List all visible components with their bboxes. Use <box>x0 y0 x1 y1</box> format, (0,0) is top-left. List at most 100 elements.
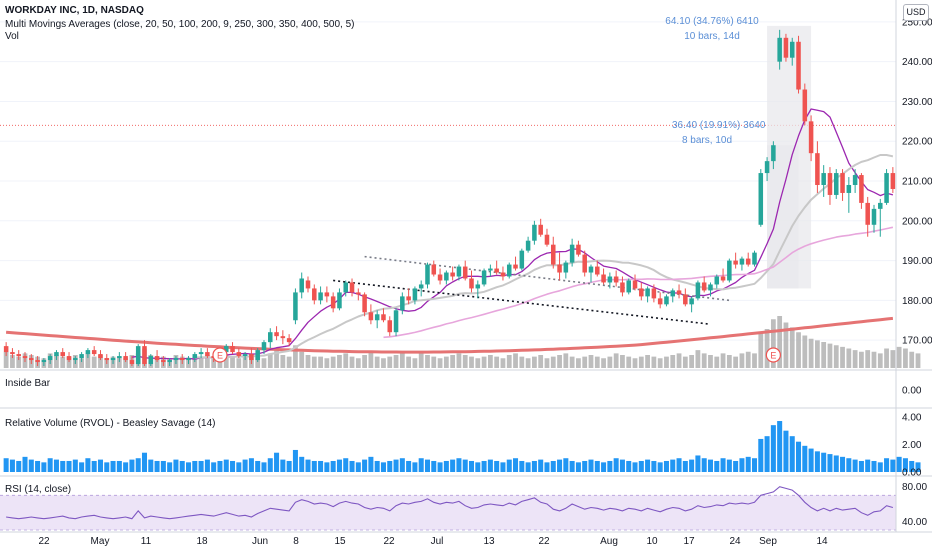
candle-body-13 <box>85 350 91 355</box>
volume-bar-110 <box>695 350 701 368</box>
rsi-legend[interactable]: RSI (14, close) <box>5 484 72 495</box>
inside-bar-legend[interactable]: Inside Bar <box>5 378 51 389</box>
candle-body-96 <box>607 276 613 283</box>
rvol-bar-78 <box>494 460 500 472</box>
rvol-bar-91 <box>575 462 581 472</box>
volume-bar-138 <box>871 351 877 368</box>
volume-bar-76 <box>481 356 487 368</box>
rvol-bar-3 <box>22 456 28 472</box>
volume-bar-14 <box>91 356 97 368</box>
currency-badge[interactable]: USD <box>903 4 929 21</box>
candle-body-3 <box>22 356 28 359</box>
volume-bar-105 <box>664 356 669 368</box>
volume-bar-135 <box>852 350 858 368</box>
rvol-bar-127 <box>802 445 808 472</box>
volume-bar-91 <box>576 358 581 368</box>
volume-legend[interactable]: Vol <box>5 31 19 42</box>
candle-body-107 <box>676 290 682 295</box>
rvol-bar-61 <box>387 460 393 472</box>
volume-bar-89 <box>563 353 569 368</box>
candle-body-11 <box>73 358 78 361</box>
rvol-bar-19 <box>123 462 129 472</box>
candle-body-77 <box>488 268 493 271</box>
rvol-bar-105 <box>663 460 669 472</box>
rvol-bar-85 <box>538 459 544 472</box>
rsi-band <box>0 495 896 530</box>
volume-bar-37 <box>236 358 242 368</box>
rvol-bar-22 <box>141 452 148 472</box>
volume-bar-46 <box>293 345 298 368</box>
rvol-bar-111 <box>701 458 707 472</box>
candle-body-90 <box>569 244 575 263</box>
price-tick-4: 210.00 <box>902 177 932 188</box>
rvol-bar-81 <box>513 458 519 472</box>
rvol-bar-55 <box>349 460 355 472</box>
range1-bars-label: 10 bars, 14d <box>684 31 740 42</box>
candle-body-10 <box>66 356 72 361</box>
rvol-bar-70 <box>443 460 449 472</box>
candle-body-38 <box>242 354 248 357</box>
rvol-bar-64 <box>406 460 412 472</box>
candle-body-32 <box>205 352 210 357</box>
ma-legend[interactable]: Multi Movings Averages (close, 20, 50, 1… <box>5 19 355 30</box>
volume-bar-142 <box>896 346 902 368</box>
volume-bar-144 <box>909 351 915 368</box>
candle-body-14 <box>91 350 97 355</box>
rvol-bar-54 <box>343 458 349 472</box>
volume-bar-33 <box>211 358 217 368</box>
time-tick-10: 22 <box>538 536 550 547</box>
rvol-bar-117 <box>739 458 745 472</box>
candle-body-9 <box>60 352 66 357</box>
candle-body-136 <box>859 175 864 203</box>
rvol-bar-34 <box>217 460 223 472</box>
rvol-legend[interactable]: Relative Volume (RVOL) - Beasley Savage … <box>5 418 216 429</box>
candle-body-68 <box>431 264 437 275</box>
time-tick-5: 8 <box>293 536 299 547</box>
rvol-bar-140 <box>884 458 890 472</box>
rvol-bar-131 <box>827 454 833 472</box>
earnings-marker-0 <box>212 347 228 363</box>
rvol-bar-15 <box>97 459 103 472</box>
candle-body-117 <box>739 258 745 265</box>
rvol-bar-103 <box>651 460 657 472</box>
candle-body-46 <box>293 292 298 321</box>
candle-body-18 <box>117 356 122 359</box>
volume-bar-102 <box>645 355 650 368</box>
candle-body-122 <box>771 145 776 162</box>
price-axis[interactable]: 170.00 180.00 190.00 200.00 210.00 220.00 230.… <box>902 17 932 527</box>
rvol-bar-137 <box>865 459 871 472</box>
volume-bar-47 <box>299 351 305 368</box>
candle-body-26 <box>167 360 172 363</box>
rvol-bar-33 <box>211 462 217 472</box>
candlesticks[interactable] <box>3 29 896 367</box>
candle-body-81 <box>513 264 518 269</box>
candle-body-60 <box>381 314 386 321</box>
time-tick-0: 22 <box>38 536 50 547</box>
rvol-bar-58 <box>368 456 374 472</box>
candle-body-73 <box>462 266 468 279</box>
volume-bar-133 <box>840 346 845 368</box>
rvol-bar-60 <box>380 462 386 472</box>
candle-body-62 <box>393 310 399 333</box>
volume-bar-140 <box>884 348 889 368</box>
ma-20-line <box>194 154 894 359</box>
candle-body-56 <box>356 292 361 295</box>
rvol-bar-0 <box>3 458 9 472</box>
rvol-bar-94 <box>594 460 600 472</box>
rvol-bar-133 <box>840 456 846 472</box>
rvol-bar-129 <box>814 451 820 472</box>
candle-body-35 <box>223 346 229 353</box>
rvol-bar-47 <box>299 456 305 472</box>
candle-body-119 <box>752 252 757 265</box>
rvol-bar-65 <box>412 462 418 472</box>
trendline-lower <box>333 279 711 326</box>
volume-bar-71 <box>450 355 456 368</box>
volume-bar-53 <box>337 355 342 368</box>
candle-body-29 <box>186 358 191 361</box>
time-axis[interactable]: 22 May 11 18 Jun 8 15 22 Jul 13 22 Aug 10 17 24 Sep 14 <box>38 536 828 547</box>
chart-title: WORKDAY INC, 1D, NASDAQ <box>5 5 144 16</box>
rvol-bar-75 <box>475 462 481 472</box>
